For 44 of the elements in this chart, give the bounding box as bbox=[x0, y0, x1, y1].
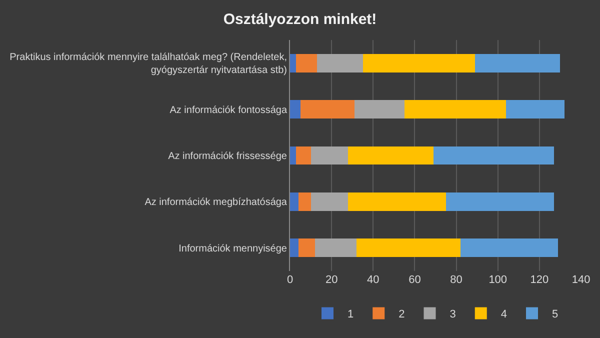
bar bbox=[446, 192, 554, 211]
bar bbox=[460, 238, 558, 258]
legend-label: 2 bbox=[398, 308, 405, 321]
bar bbox=[296, 54, 318, 72]
legend-label: 4 bbox=[500, 308, 507, 321]
bar bbox=[310, 192, 348, 211]
legend-label: 5 bbox=[552, 308, 558, 321]
y-tick-label: Az információk megbízhatósága bbox=[144, 197, 288, 208]
y-tick-label: Információk mennyisége bbox=[178, 243, 288, 254]
bar bbox=[296, 146, 311, 165]
bar bbox=[433, 146, 554, 165]
x-tick-label: 80 bbox=[450, 274, 462, 286]
bar bbox=[300, 100, 354, 119]
y-tick-label: Az információk frissessége bbox=[168, 151, 288, 162]
legend-label: 1 bbox=[348, 308, 354, 321]
bar bbox=[298, 192, 311, 211]
bar bbox=[506, 100, 564, 119]
bar bbox=[290, 54, 296, 72]
legend-label: 3 bbox=[450, 308, 456, 321]
bar bbox=[348, 146, 434, 165]
bar bbox=[290, 146, 296, 165]
bar bbox=[290, 192, 298, 211]
bar bbox=[290, 100, 300, 119]
x-tick-label: 100 bbox=[488, 274, 508, 286]
bar bbox=[317, 54, 363, 72]
x-tick-label: 20 bbox=[325, 274, 338, 286]
bar bbox=[474, 54, 560, 72]
bar bbox=[310, 146, 348, 165]
bar bbox=[348, 192, 446, 211]
x-tick-label: 120 bbox=[530, 274, 549, 286]
bar bbox=[362, 54, 475, 72]
x-tick-label: 140 bbox=[572, 274, 590, 286]
bar bbox=[298, 238, 315, 258]
y-tick-label: Praktikus információk mennyire találhatóak meg? (Rendeletek, gyógyszertár nyitvatartása stb) bbox=[10, 52, 287, 76]
x-tick-label: 60 bbox=[408, 274, 421, 286]
x-tick-label: 40 bbox=[367, 274, 380, 286]
chart-title: Osztályozzon minket! bbox=[223, 11, 377, 28]
y-tick-label: Az információk fontossága bbox=[170, 104, 288, 116]
bar bbox=[354, 100, 404, 119]
bar bbox=[356, 238, 460, 258]
bar bbox=[314, 238, 357, 258]
x-tick-label: 0 bbox=[286, 274, 294, 286]
bar bbox=[404, 100, 506, 119]
bar bbox=[290, 238, 298, 258]
